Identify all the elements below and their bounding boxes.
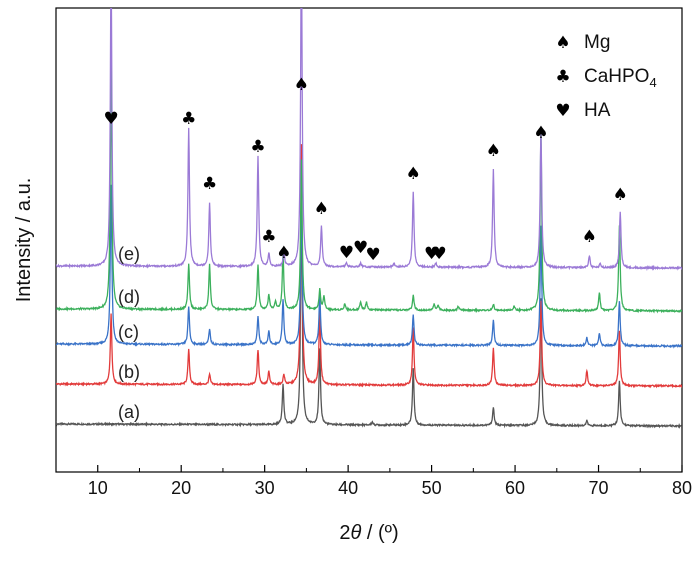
legend-symbol: ♥	[555, 101, 570, 121]
peak-marker: ♣	[261, 227, 276, 247]
x-tick-label: 70	[589, 478, 609, 498]
legend-label: CaHPO4	[584, 66, 657, 90]
curves-layer	[56, 8, 682, 430]
series-label-a: (a)	[118, 402, 140, 422]
peak-marker: ♣	[250, 137, 265, 157]
series-line-d	[56, 58, 682, 314]
legend-symbol: ♣	[555, 67, 570, 87]
legend: ♠ Mg ♣ CaHPO4 ♥ HA	[555, 32, 656, 121]
peak-marker: ♠	[486, 141, 501, 161]
peak-marker: ♥	[366, 245, 381, 265]
peak-marker: ♠	[294, 75, 309, 95]
peak-marker: ♠	[406, 164, 421, 184]
legend-label: HA	[584, 100, 611, 121]
x-axis-label: 2θ / (º)	[339, 522, 398, 544]
x-tick-label: 20	[171, 478, 191, 498]
peak-marker: ♠	[314, 199, 329, 219]
x-tick-label: 80	[672, 478, 692, 498]
y-axis-label: Intensity / a.u.	[13, 178, 35, 303]
series-line-b	[56, 144, 682, 389]
x-axis: 10 20 30 40 50 60 70 80	[55, 465, 692, 498]
peak-marker: ♥	[103, 109, 118, 129]
peak-markers: ♥ ♣♣♣♣♠♠♠♥♥♥♠♥♥♠♠♠♠	[103, 75, 627, 265]
peak-marker: ♣	[202, 174, 217, 194]
x-tick-label: 30	[255, 478, 275, 498]
x-tick-label: 60	[505, 478, 525, 498]
series-labels: (a) (b) (c) (d) (e)	[118, 244, 140, 422]
x-tick-label: 50	[422, 478, 442, 498]
series-label-c: (c)	[118, 322, 139, 342]
peak-marker: ♥	[353, 238, 368, 258]
peak-marker: ♠	[276, 243, 291, 263]
series-label-e: (e)	[118, 244, 140, 264]
series-line-e	[56, 8, 682, 272]
peak-marker: ♠	[613, 185, 628, 205]
legend-symbol: ♠	[555, 33, 570, 53]
series-label-d: (d)	[118, 287, 140, 307]
peak-marker: ♣	[181, 109, 196, 129]
series-line-c	[56, 184, 682, 349]
plot-frame	[55, 7, 683, 473]
peak-marker: ♥	[431, 244, 446, 264]
peak-marker: ♠	[533, 123, 548, 143]
series-label-b: (b)	[118, 362, 140, 382]
x-tick-label: 10	[88, 478, 108, 498]
peak-marker: ♥	[424, 244, 439, 264]
x-tick-label: 40	[338, 478, 358, 498]
legend-label: Mg	[584, 32, 610, 53]
peak-marker: ♠	[582, 227, 597, 247]
series-line-a	[56, 189, 682, 430]
peak-marker: ♥	[339, 243, 354, 263]
